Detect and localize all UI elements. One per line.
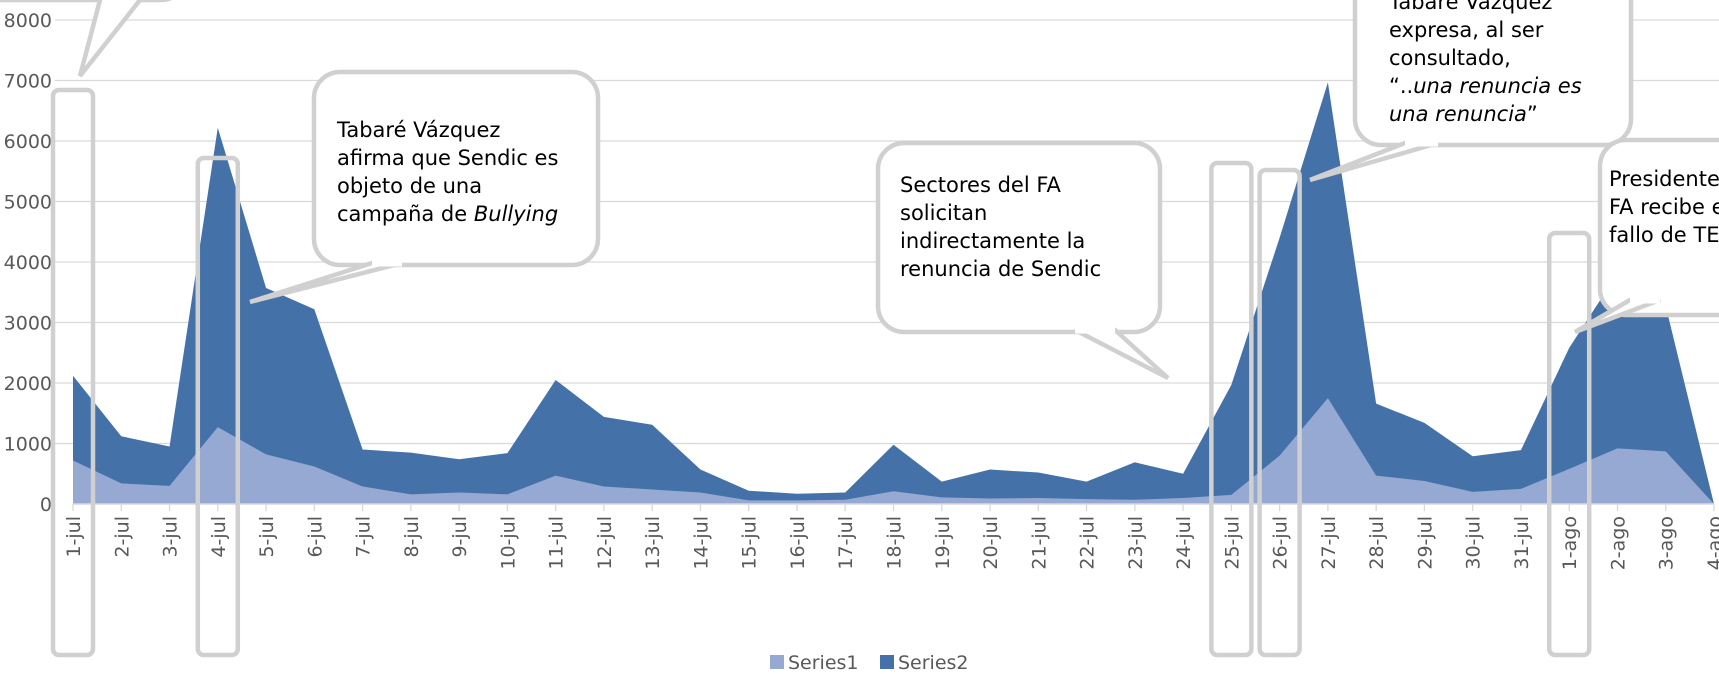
highlight-box [1209, 160, 1254, 658]
callout-box [1352, 0, 1634, 148]
callout-fragment [0, 0, 173, 78]
x-tick-label: 4-ago [1704, 516, 1719, 570]
plot-areas [73, 82, 1714, 504]
y-tick-label: 3000 [4, 313, 52, 335]
callout-text: Tabaré Vázquez afirma que Sendic es objeto… [336, 118, 558, 226]
x-tick-label: 26-jul [1270, 516, 1292, 570]
x-tick-label: 19-jul [932, 516, 954, 570]
x-tick-label: 29-jul [1414, 516, 1436, 570]
y-tick-label: 6000 [4, 131, 52, 153]
y-tick-label: 2000 [4, 373, 52, 395]
highlight-boxes [50, 87, 1592, 658]
x-tick-label: 9-jul [449, 516, 471, 558]
legend-swatch-series1 [770, 655, 784, 669]
x-tick-label: 16-jul [787, 516, 809, 570]
x-tick-label: 30-jul [1463, 516, 1485, 570]
highlight-box [195, 155, 241, 658]
x-tick-label: 24-jul [1173, 516, 1195, 570]
x-tick-label: 1-ago [1559, 516, 1581, 570]
x-tick-label: 21-jul [1028, 516, 1050, 570]
x-tick-label: 1-jul [63, 516, 85, 558]
x-tick-label: 3-jul [160, 516, 182, 558]
y-tick-label: 1000 [4, 434, 52, 456]
x-tick-label: 20-jul [980, 516, 1002, 570]
callout-pointer [249, 260, 403, 305]
highlight-box [50, 87, 96, 658]
x-tick-label: 6-jul [304, 516, 326, 558]
x-tick-label: 17-jul [835, 516, 857, 570]
x-tick-label: 18-jul [884, 516, 906, 570]
x-tick-label: 22-jul [1077, 516, 1099, 570]
x-tick-label: 28-jul [1366, 516, 1388, 570]
x-tick-label: 11-jul [546, 516, 568, 570]
x-tick-label: 2-ago [1607, 516, 1629, 570]
annotation-callouts: Tabaré Vázquez afirma que Sendic es objeto… [0, 0, 1719, 380]
y-tick-label: 0 [40, 494, 52, 516]
callout-text: Sectores del FA solicitan indirectamente l… [900, 173, 1101, 281]
x-tick-label: 15-jul [739, 516, 761, 570]
x-axis: 1-jul 2-jul 3-jul 4-jul 5-jul 6-jul 7-jul 8-jul… [63, 503, 1719, 570]
x-tick-label: 7-jul [353, 516, 375, 558]
x-tick-label: 31-jul [1511, 516, 1533, 570]
x-tick-label: 4-jul [208, 516, 230, 558]
y-axis: 0 1000 2000 3000 4000 5000 6000 7000 8000 [4, 10, 52, 516]
series1-area [73, 398, 1714, 504]
callout-pointer [1073, 327, 1170, 380]
callout-box [875, 140, 1163, 335]
y-tick-label: 7000 [4, 71, 52, 93]
legend-label-series1: Series1 [788, 652, 859, 674]
x-tick-label: 5-jul [256, 516, 278, 558]
series2-area [73, 82, 1714, 504]
x-tick-label: 12-jul [594, 516, 616, 570]
callout: Tabaré Vázquez expresa, al ser consultado,… [1309, 0, 1634, 183]
y-tick-label: 5000 [4, 192, 52, 214]
highlight-box [1257, 167, 1302, 658]
highlight-box [1546, 230, 1592, 658]
y-tick-label: 4000 [4, 252, 52, 274]
legend-swatch-series2 [880, 655, 894, 669]
x-tick-label: 27-jul [1318, 516, 1340, 570]
x-tick-label: 10-jul [497, 516, 519, 570]
callout: Sectores del FA solicitan indirectamente l… [875, 140, 1170, 380]
x-tick-label: 23-jul [1125, 516, 1147, 570]
callout: Tabaré Vázquez afirma que Sendic es objeto… [249, 69, 601, 305]
x-tick-label: 25-jul [1221, 516, 1243, 570]
x-tick-label: 8-jul [401, 516, 423, 558]
x-tick-label: 3-ago [1656, 516, 1678, 570]
x-tick-label: 13-jul [642, 516, 664, 570]
callout-text: Tabaré Vázquez expresa, al ser consultado,… [1388, 0, 1582, 126]
x-tick-label: 14-jul [690, 516, 712, 570]
callout-box [311, 69, 601, 268]
legend: Series1 Series2 [770, 652, 969, 674]
callout-box [1597, 137, 1719, 318]
y-tick-label: 8000 [4, 10, 52, 32]
legend-label-series2: Series2 [898, 652, 969, 674]
x-tick-label: 2-jul [111, 516, 133, 558]
